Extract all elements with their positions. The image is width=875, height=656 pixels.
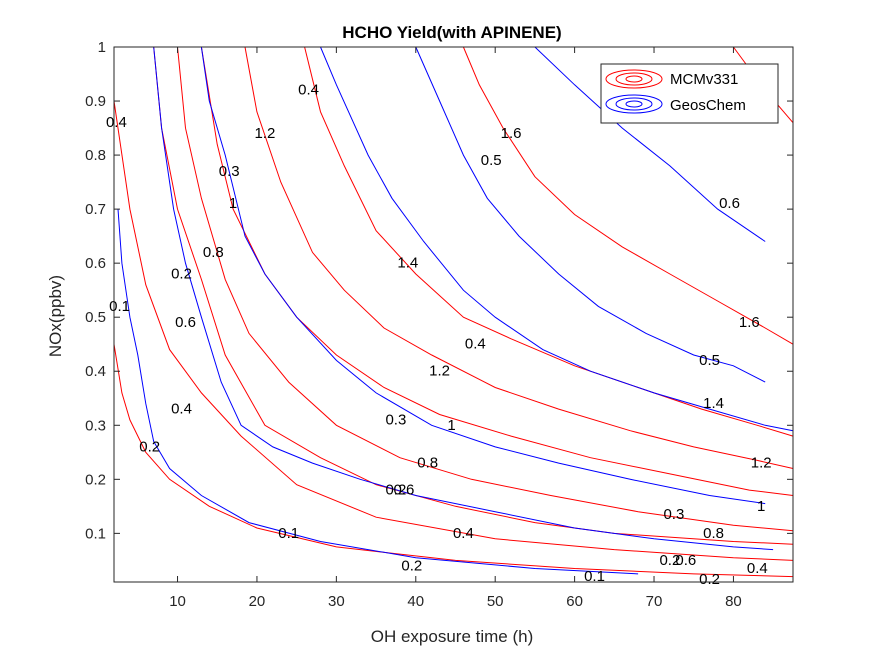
geoschem-contour-0-2 bbox=[153, 46, 774, 551]
y-tick-label: 0.6 bbox=[85, 255, 106, 272]
plot-background bbox=[114, 47, 793, 582]
contour-labels: 0.40.20.40.60.811.21.41.61.210.80.60.41.… bbox=[106, 82, 772, 588]
mcm-contour-label: 1.4 bbox=[397, 255, 418, 272]
mcm-contour-label: 1.2 bbox=[429, 363, 450, 380]
mcm-contour-1-6 bbox=[462, 46, 794, 345]
geoschem-contour-label: 0.1 bbox=[109, 298, 130, 315]
mcm-contour-label: 1.6 bbox=[739, 314, 760, 331]
y-tick-label: 0.3 bbox=[85, 417, 106, 434]
mcm-contour-0-8 bbox=[177, 46, 794, 532]
y-tick-label: 0.2 bbox=[85, 471, 106, 488]
y-axis: 0.1 0.2 0.3 0.4 0.5 0.6 0.7 0.8 0.9 1 bbox=[85, 39, 793, 542]
x-tick-label: 50 bbox=[487, 593, 504, 610]
x-tick-label: 20 bbox=[249, 593, 266, 610]
geoschem-contour-label: 0.1 bbox=[584, 568, 605, 585]
mcm-contour-label: 0.6 bbox=[393, 482, 414, 499]
geoschem-contour-label: 0.6 bbox=[719, 195, 740, 212]
mcm-contour-label: 1 bbox=[447, 417, 455, 434]
mcm-contour-label: 0.8 bbox=[703, 525, 724, 542]
mcm-contours bbox=[113, 46, 794, 578]
geoschem-contour-label: 0.3 bbox=[385, 411, 406, 428]
y-tick-label: 0.5 bbox=[85, 309, 106, 326]
mcm-contour-label: 0.4 bbox=[453, 525, 474, 542]
geoschem-contour-label: 0.2 bbox=[401, 557, 422, 574]
mcm-contour-label: 0.2 bbox=[699, 571, 720, 588]
plot-frame bbox=[113, 46, 794, 583]
geoschem-contour-label: 0.4 bbox=[298, 82, 319, 99]
mcm-contour-1-4 bbox=[304, 46, 794, 437]
mcm-contour-label: 1.2 bbox=[751, 455, 772, 472]
geoschem-contour-label: 0.2 bbox=[385, 482, 406, 499]
y-axis-label: NOx(ppbv) bbox=[46, 275, 65, 357]
mcm-contour-label: 0.8 bbox=[203, 244, 224, 261]
mcm-contour-label: 0.4 bbox=[171, 401, 192, 418]
legend-mcm-icon bbox=[605, 69, 663, 89]
x-tick-label: 70 bbox=[646, 593, 663, 610]
geoschem-contour-label: 0.2 bbox=[659, 552, 680, 569]
legend-mcm-label: MCMv331 bbox=[670, 71, 738, 88]
x-axis-label: OH exposure time (h) bbox=[371, 627, 534, 646]
mcm-contour-label: 0.6 bbox=[175, 314, 196, 331]
geoschem-contour-0-6 bbox=[534, 46, 766, 242]
x-tick-label: 40 bbox=[407, 593, 424, 610]
x-axis: 10 20 30 40 50 60 70 80 bbox=[169, 47, 742, 610]
mcm-contour-1 bbox=[200, 46, 794, 496]
geoschem-contour-label: 0.3 bbox=[663, 506, 684, 523]
geoschem-contour-label: 0.4 bbox=[465, 336, 486, 353]
geoschem-contour-label: 0.5 bbox=[699, 352, 720, 369]
mcm-contour-label: 1 bbox=[229, 195, 237, 212]
geoschem-contours bbox=[117, 46, 794, 575]
mcm-contour-label: 1 bbox=[757, 498, 765, 515]
mcm-contour-0-4 bbox=[113, 100, 794, 561]
y-tick-label: 0.9 bbox=[85, 93, 106, 110]
y-tick-label: 0.8 bbox=[85, 147, 106, 164]
x-tick-label: 10 bbox=[169, 593, 186, 610]
y-tick-label: 0.7 bbox=[85, 201, 106, 218]
y-tick-label: 0.1 bbox=[85, 525, 106, 542]
mcm-contour-label: 0.4 bbox=[106, 114, 127, 131]
mcm-contour-label: 1.6 bbox=[501, 125, 522, 142]
geoschem-contour-0-4 bbox=[320, 46, 794, 432]
y-tick-label: 1 bbox=[98, 39, 106, 56]
geoschem-contour-label: 0.1 bbox=[278, 525, 299, 542]
mcm-contour-label: 0.6 bbox=[675, 552, 696, 569]
geoschem-contour-label: 0.2 bbox=[171, 266, 192, 283]
legend-geoschem-label: GeosChem bbox=[670, 97, 746, 114]
geoschem-contour-label: 0.3 bbox=[219, 163, 240, 180]
mcm-contour-0-2 bbox=[113, 344, 794, 578]
x-tick-label: 80 bbox=[725, 593, 742, 610]
mcm-contour-label: 0.8 bbox=[417, 455, 438, 472]
geoschem-contour-0-3 bbox=[200, 46, 766, 505]
chart-title: HCHO Yield(with APINENE) bbox=[342, 23, 561, 42]
geoschem-contour-0-1 bbox=[117, 209, 639, 575]
geoschem-contour-0-5 bbox=[415, 46, 766, 383]
mcm-contour-label: 1.4 bbox=[703, 395, 724, 412]
geoschem-contour-label: 0.5 bbox=[481, 152, 502, 169]
legend: MCMv331 GeosChem bbox=[600, 63, 779, 124]
mcm-contour-label: 0.4 bbox=[747, 560, 768, 577]
x-tick-label: 30 bbox=[328, 593, 345, 610]
mcm-contour-label: 1.2 bbox=[254, 125, 275, 142]
mcm-contour-1-2 bbox=[244, 46, 794, 469]
mcm-contour-label: 0.2 bbox=[139, 438, 160, 455]
x-tick-label: 60 bbox=[566, 593, 583, 610]
legend-geoschem-icon bbox=[605, 94, 663, 114]
y-tick-label: 0.4 bbox=[85, 363, 106, 380]
